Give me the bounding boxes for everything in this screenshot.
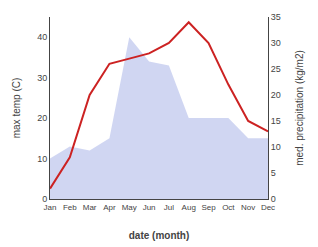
svg-text:10: 10 — [271, 142, 281, 152]
svg-text:30: 30 — [271, 38, 281, 48]
svg-text:15: 15 — [271, 116, 281, 126]
svg-text:35: 35 — [271, 12, 281, 22]
svg-text:med. precipitation (kg/m2): med. precipitation (kg/m2) — [294, 50, 305, 166]
svg-text:40: 40 — [37, 32, 47, 42]
svg-text:Feb: Feb — [63, 203, 77, 212]
svg-text:25: 25 — [271, 64, 281, 74]
svg-text:10: 10 — [37, 154, 47, 164]
svg-text:0: 0 — [42, 194, 47, 204]
svg-text:Oct: Oct — [222, 203, 235, 212]
svg-text:Apr: Apr — [103, 203, 116, 212]
svg-text:30: 30 — [37, 73, 47, 83]
svg-text:20: 20 — [37, 113, 47, 123]
svg-text:0: 0 — [271, 194, 276, 204]
svg-text:Mar: Mar — [83, 203, 97, 212]
svg-text:Aug: Aug — [182, 203, 196, 212]
svg-text:Jul: Jul — [164, 203, 174, 212]
svg-text:May: May — [122, 203, 137, 212]
svg-text:Dec: Dec — [261, 203, 275, 212]
svg-text:5: 5 — [271, 168, 276, 178]
svg-text:Sep: Sep — [201, 203, 216, 212]
svg-text:20: 20 — [271, 90, 281, 100]
svg-text:Jan: Jan — [44, 203, 57, 212]
svg-text:max temp (C): max temp (C) — [11, 78, 22, 139]
svg-text:Jun: Jun — [143, 203, 156, 212]
svg-text:Nov: Nov — [241, 203, 255, 212]
svg-text:date (month): date (month) — [129, 230, 190, 241]
